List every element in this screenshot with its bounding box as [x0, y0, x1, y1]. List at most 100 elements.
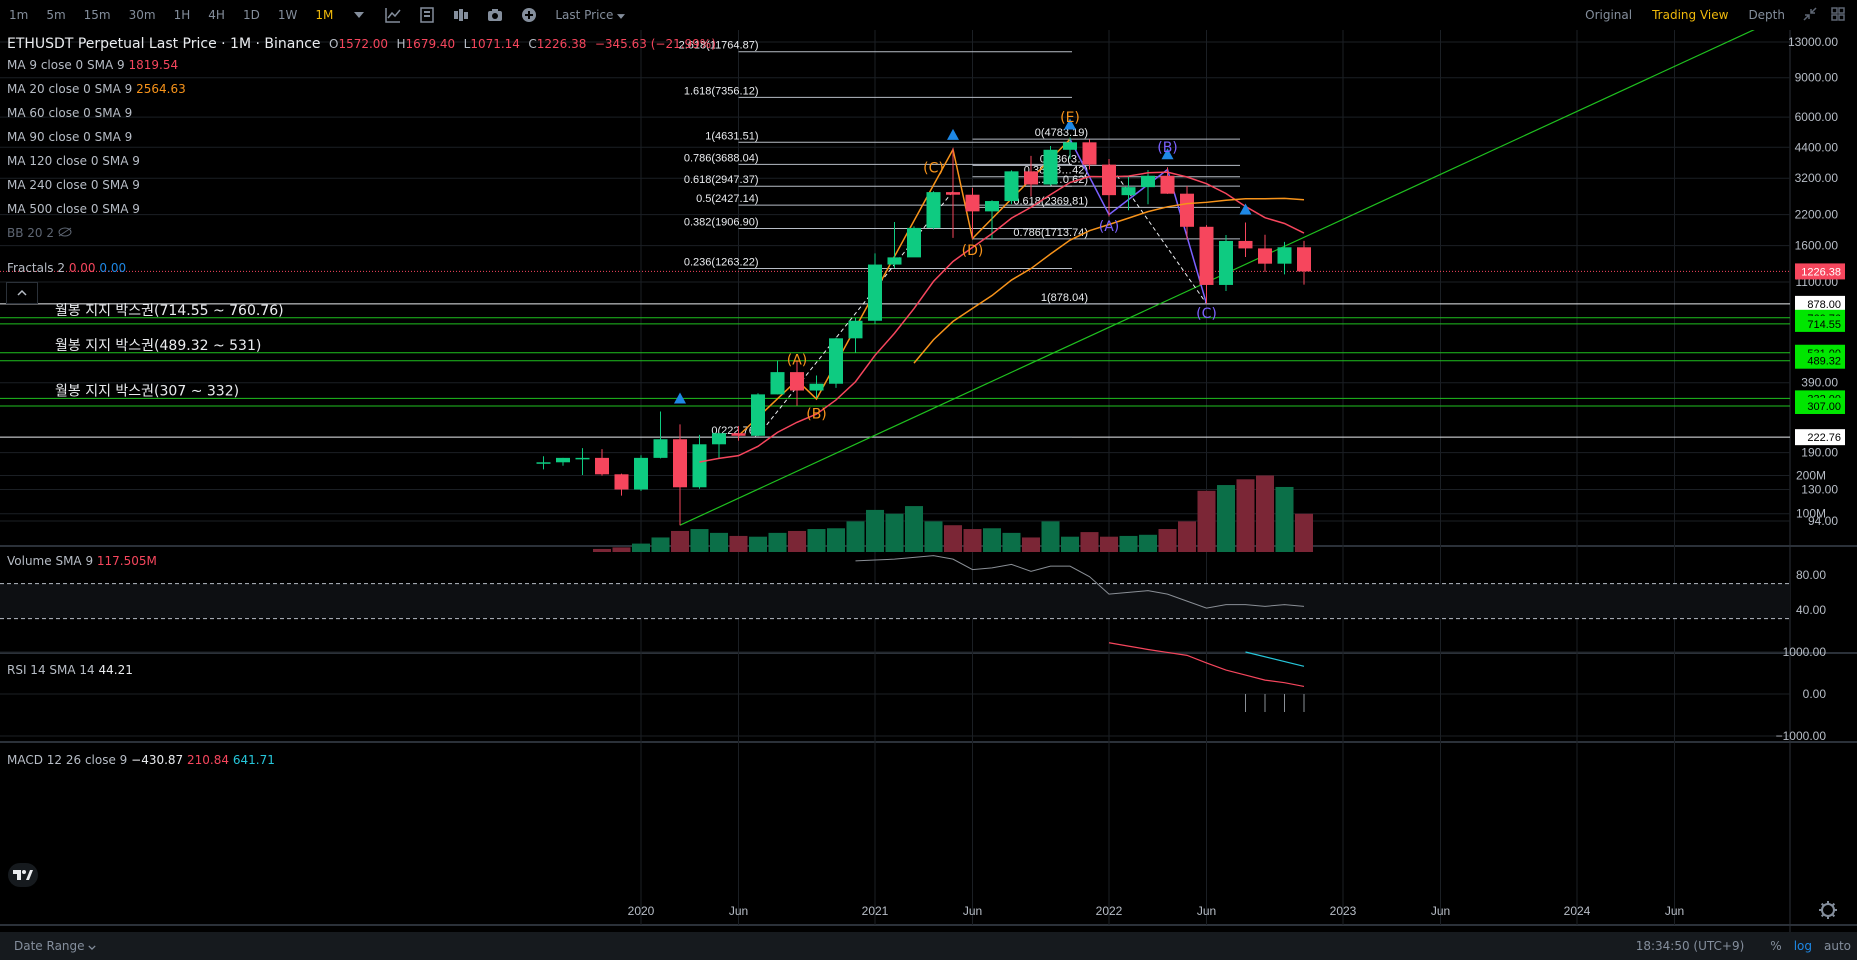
interval-1w[interactable]: 1W	[277, 8, 298, 22]
candle-body	[731, 433, 746, 436]
auto-toggle[interactable]: auto	[1823, 939, 1851, 953]
fractal-up-icon	[1064, 118, 1076, 130]
ma-label: MA 90 close 0 SMA 9	[7, 130, 133, 144]
candles	[536, 137, 1311, 526]
ma-label: MA 9 close 0 SMA 9	[7, 58, 125, 72]
candle-body	[985, 201, 999, 212]
price-tag-label: 307.00	[1807, 401, 1841, 413]
volume-bar	[1178, 521, 1196, 552]
interval-1h[interactable]: 1H	[173, 8, 191, 22]
close-label: C	[528, 37, 537, 51]
time-axis-label: Jun	[963, 904, 982, 918]
price-type-label: Last Price	[555, 8, 614, 22]
wave-label: (A)	[787, 353, 808, 369]
volume-bar	[1061, 536, 1079, 552]
view-depth[interactable]: Depth	[1748, 8, 1785, 22]
fib-left-label: 1.618(7356.12)	[684, 85, 759, 97]
wave-label: (C)	[1196, 306, 1217, 322]
support-zone-label: 월봉 지지 박스권(714.55 ~ 760.76)	[55, 303, 284, 319]
time-axis-label: 2020	[628, 904, 655, 918]
interval-1M[interactable]: 1M	[315, 8, 334, 22]
status-right: 18:34:50 (UTC+9) % log auto	[1630, 932, 1857, 960]
interval-1d[interactable]: 1D	[242, 8, 260, 22]
candle-body	[790, 372, 804, 391]
fib-left-label: 0.382(1906.90)	[684, 217, 759, 229]
ohlc-close: C1226.38	[528, 37, 586, 51]
volume-bar	[1139, 534, 1157, 552]
macd-line	[1108, 642, 1305, 688]
ma-legend-3: MA 90 close 0 SMA 9	[7, 130, 132, 144]
volume-bar	[1256, 475, 1274, 552]
interval-4h[interactable]: 4H	[208, 8, 225, 22]
candle-type-icon[interactable]	[453, 7, 469, 23]
candle-body	[848, 320, 863, 339]
interval-1m[interactable]: 1m	[9, 8, 29, 22]
collapse-icon[interactable]	[1795, 6, 1825, 24]
volume-bar	[729, 535, 748, 552]
fibonacci-levels: 2.618(11764.87) 1.618(7356.12) 1(4631.51) 0…	[679, 40, 1240, 438]
percent-toggle[interactable]: %	[1770, 939, 1782, 953]
view-original[interactable]: Original	[1585, 8, 1633, 22]
layout-grid-icon[interactable]	[1825, 6, 1857, 24]
top-toolbar: 1m 5m 15m 30m 1H 4H 1D 1W 1M Last Price …	[0, 0, 1857, 30]
candle-body	[1199, 226, 1214, 285]
price-axis-label: 94.00	[1808, 514, 1838, 528]
price-chart[interactable]: 월봉 지지 박스권(714.55 ~ 760.76) 월봉 지지 박스권(489.…	[0, 30, 1857, 932]
price-type-select[interactable]: Last Price	[546, 8, 634, 22]
macd-pane	[1108, 642, 1305, 713]
volume-bar	[827, 528, 845, 552]
candle-body	[1063, 142, 1077, 150]
camera-icon[interactable]	[487, 7, 503, 23]
price-axis-label: 1600.00	[1795, 239, 1839, 253]
interval-5m[interactable]: 5m	[46, 8, 66, 22]
macd-v3: 641.71	[232, 753, 275, 767]
candle-body	[673, 439, 687, 488]
volume-bar	[924, 521, 943, 552]
collapse-legend-button[interactable]	[6, 282, 38, 304]
volume-bar	[690, 529, 709, 552]
volume-bar	[710, 532, 728, 552]
interval-15m[interactable]: 15m	[83, 8, 111, 22]
trend-line	[679, 30, 1755, 526]
date-range-button[interactable]: Date Range	[14, 939, 96, 953]
volume-bar	[1002, 532, 1021, 552]
eye-slash-icon[interactable]	[58, 226, 72, 240]
log-toggle[interactable]: log	[1793, 939, 1812, 953]
ohlc-high: H1679.40	[397, 37, 456, 51]
settings-gear-icon[interactable]	[1819, 901, 1837, 919]
volume-bar	[846, 521, 865, 552]
gear-tooth	[1831, 902, 1836, 907]
support-zone-label: 월봉 지지 박스권(489.32 ~ 531)	[55, 338, 261, 354]
candle-body	[751, 394, 765, 436]
candle-body	[536, 462, 551, 464]
volume-bar	[768, 532, 787, 552]
add-icon[interactable]	[521, 7, 537, 23]
support-zones: 월봉 지지 박스권(714.55 ~ 760.76) 월봉 지지 박스권(489.…	[0, 270, 1790, 438]
candle-body	[829, 338, 843, 384]
ma-legend-5: MA 240 close 0 SMA 9	[7, 178, 140, 192]
candle-body	[1277, 247, 1292, 264]
view-trading-view[interactable]: Trading View	[1652, 8, 1729, 22]
wave-label: (B)	[1157, 140, 1178, 156]
fib-left-label: 2.618(11764.87)	[679, 40, 759, 52]
candle-body	[653, 439, 668, 458]
volume-bar	[1217, 485, 1235, 552]
price-tag	[1795, 295, 1845, 312]
ma-value: 2564.63	[136, 82, 186, 96]
time-axis-label: 2022	[1096, 904, 1123, 918]
interval-30m[interactable]: 30m	[128, 8, 156, 22]
candle-body	[556, 457, 570, 463]
candle-body	[1102, 164, 1116, 196]
template-icon[interactable]	[419, 7, 435, 23]
wave-label: (C)	[923, 160, 944, 176]
wave-label: (A)	[1099, 219, 1120, 235]
candle-body	[926, 192, 941, 228]
fib-right-label: 0.…(…0.62)	[1028, 174, 1088, 186]
open-label: O	[328, 37, 339, 51]
indicator-icon[interactable]	[385, 7, 401, 23]
interval-dropdown-icon[interactable]	[351, 7, 367, 23]
ma-value: 1819.54	[128, 58, 179, 72]
price-tag	[1795, 315, 1845, 332]
tradingview-logo[interactable]	[8, 863, 38, 887]
trend-lines	[679, 30, 1755, 526]
